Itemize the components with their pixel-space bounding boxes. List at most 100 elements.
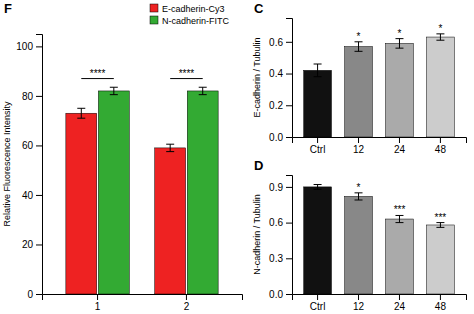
error-bar	[355, 193, 363, 200]
tick: 60	[22, 140, 42, 151]
tick-label: 0.0	[269, 132, 283, 143]
tick-label: 48	[435, 144, 447, 155]
tick: Ctrl	[310, 137, 326, 155]
tick-label: 12	[353, 301, 365, 312]
y-axis-title: E-cadherin / Tubulin	[252, 37, 262, 117]
significance-mark: ***	[394, 204, 406, 215]
bar	[187, 91, 218, 294]
tick-label: 0	[27, 289, 33, 300]
bar	[66, 113, 97, 294]
significance-mark: *	[357, 182, 361, 193]
tick-label: 80	[22, 91, 34, 102]
error-bar	[436, 34, 444, 40]
axis-line	[293, 295, 467, 301]
tick-mark	[440, 294, 441, 300]
tick-mark	[317, 137, 318, 143]
tick: 20	[22, 239, 42, 250]
bar	[304, 187, 332, 294]
bar	[345, 196, 373, 294]
tick-label: 48	[435, 301, 447, 312]
panel: 0.00.20.40.6Ctrl122448***CE-cadherin / T…	[252, 1, 467, 155]
tick: 24	[394, 137, 406, 155]
tick-label: 0.3	[269, 253, 283, 264]
error-bar	[436, 223, 444, 228]
tick-label: Ctrl	[310, 144, 326, 155]
tick-label: 0.2	[269, 100, 283, 111]
tick-mark	[358, 137, 359, 143]
x-axis: 12	[43, 294, 243, 312]
axis-line	[286, 19, 293, 138]
tick-label: 2	[184, 301, 190, 312]
tick-mark	[36, 244, 42, 245]
axis-line	[43, 295, 243, 301]
error-bar	[314, 64, 322, 77]
y-axis-title: N-cadherin / Tubulin	[252, 194, 262, 275]
tick-mark	[286, 42, 292, 43]
tick-mark	[317, 294, 318, 300]
panel: 02040608010012********FRelative Fluoresc…	[2, 1, 243, 312]
tick-mark	[399, 137, 400, 143]
y-axis: 0.00.30.60.9	[269, 176, 292, 300]
title: F	[4, 1, 12, 16]
bar	[155, 148, 186, 294]
significance-mark: ****	[90, 68, 106, 79]
tick: 0.3	[269, 253, 292, 264]
bar	[386, 219, 414, 294]
annotations: ***	[357, 23, 443, 42]
tick-label: 12	[353, 144, 365, 155]
tick-mark	[36, 145, 42, 146]
tick-mark	[36, 96, 42, 97]
tick-label: 0.9	[269, 182, 283, 193]
tick: 0	[27, 289, 42, 300]
error-bar	[77, 108, 85, 118]
axis-line	[293, 138, 467, 144]
legend-item: N-cadherin-FITC	[150, 16, 230, 26]
y-axis-title: Relative Fluorescence Intensity	[2, 101, 12, 227]
tick-label: 0.6	[269, 217, 283, 228]
annotations: ********	[81, 68, 202, 79]
tick-mark	[36, 294, 42, 295]
title: C	[254, 1, 264, 16]
legend-swatch	[150, 4, 158, 12]
y-axis: 0 20 40 60 80 100	[16, 35, 42, 300]
tick: 100	[16, 41, 42, 52]
tick: 0.6	[269, 37, 292, 48]
tick-mark	[36, 46, 42, 47]
marks	[304, 34, 455, 137]
tick: 2	[184, 294, 190, 312]
tick: Ctrl	[310, 294, 326, 312]
annotations: *******	[357, 182, 447, 223]
bar	[427, 37, 455, 137]
tick-mark	[286, 187, 292, 188]
tick-label: 100	[16, 41, 33, 52]
marks	[304, 185, 455, 294]
tick-mark	[358, 294, 359, 300]
legend-label: E-cadherin-Cy3	[162, 4, 225, 14]
tick-label: 24	[394, 301, 406, 312]
tick: 0.2	[269, 100, 292, 111]
bar	[304, 70, 332, 137]
legend-item: E-cadherin-Cy3	[150, 4, 225, 14]
tick: 24	[394, 294, 406, 312]
tick-mark	[286, 258, 292, 259]
tick: 48	[435, 137, 447, 155]
axis-line	[36, 35, 43, 295]
bar	[386, 43, 414, 137]
error-bar	[355, 42, 363, 52]
tick-mark	[286, 105, 292, 106]
error-bar	[110, 87, 118, 94]
significance-mark: *	[438, 23, 442, 34]
x-axis: Ctrl 12 24 48	[293, 137, 467, 155]
tick-mark	[286, 74, 292, 75]
tick-label: 24	[394, 144, 406, 155]
error-bar	[395, 39, 403, 49]
tick: 0.0	[269, 132, 292, 143]
tick-label: 20	[22, 239, 34, 250]
tick: 0.9	[269, 182, 292, 193]
bar	[427, 225, 455, 294]
tick-label: Ctrl	[310, 301, 326, 312]
bar	[345, 47, 373, 137]
tick-label: 40	[22, 190, 34, 201]
tick-mark	[286, 137, 292, 138]
tick: 1	[95, 294, 101, 312]
